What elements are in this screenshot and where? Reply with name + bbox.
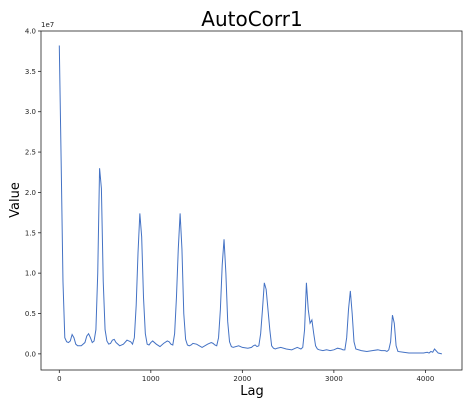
y-ticks: 0.0 0.5 1.0 1.5 2.0 2.5 3.0 3.5 4.0 [25,28,41,358]
x-tick-label: 0 [57,375,61,383]
y-tick-label: 0.5 [25,310,36,318]
y-tick-label: 3.5 [25,68,36,76]
x-tick-label: 4000 [416,375,434,383]
y-tick-label: 0.0 [25,350,36,358]
x-ticks: 0 1000 2000 3000 4000 [57,370,434,383]
series-line [58,45,442,355]
y-tick-label: 1.0 [25,270,36,278]
x-tick-label: 1000 [142,375,160,383]
y-axis-label: Value [8,182,23,218]
plot-frame [40,30,463,371]
y-tick-label: 4.0 [25,28,36,36]
y-scale-label: 1e7 [41,21,54,29]
chart-title: AutoCorr1 [201,7,302,31]
x-tick-label: 3000 [325,375,343,383]
y-tick-label: 1.5 [25,229,36,237]
y-tick-label: 2.5 [25,149,36,157]
y-tick-label: 3.0 [25,108,36,116]
x-axis-label: Lag [240,384,263,399]
x-tick-label: 2000 [233,375,251,383]
y-tick-label: 2.0 [25,189,36,197]
